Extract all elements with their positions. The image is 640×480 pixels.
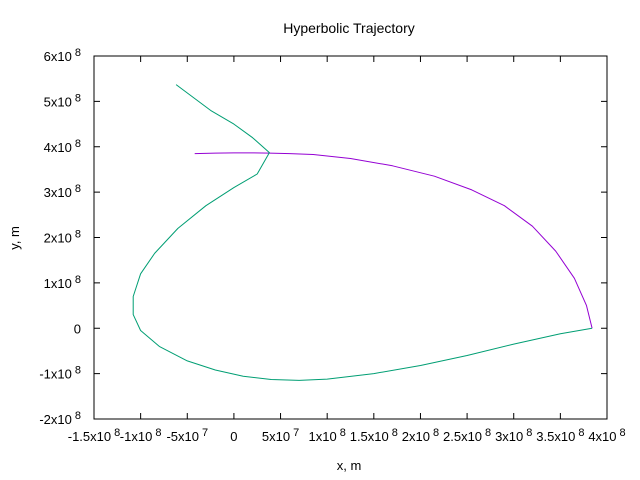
y-tick-label: 4x10 8 (44, 138, 81, 155)
y-tick-label: 5x10 8 (44, 92, 81, 109)
plot-frame (93, 55, 608, 420)
y-tick-label: -1x10 8 (39, 365, 81, 382)
x-tick-label: -1.5x10 8 (68, 427, 121, 444)
x-tick-label: -1x10 8 (120, 427, 162, 444)
series-line-2 (132, 84, 593, 381)
y-axis-label: y, m (7, 226, 22, 250)
x-tick-label: 3.5x10 8 (536, 427, 584, 444)
axis-ticks (93, 55, 608, 420)
x-tick-label: 3x10 8 (495, 427, 532, 444)
x-tick-label: 2x10 8 (402, 427, 439, 444)
x-tick-label: -5x10 7 (166, 427, 208, 444)
y-tick-label: 2x10 8 (44, 229, 81, 246)
y-tick-label: -2x10 8 (39, 410, 81, 427)
series-line-1 (194, 152, 593, 329)
x-tick-label: 1x10 8 (309, 427, 346, 444)
x-tick-labels: -1.5x10 8 -1x10 8 -5x10 7 0 5x10 7 1x10 8 1.5x10 8 2x… (68, 427, 626, 444)
y-tick-label: 3x10 8 (44, 183, 81, 200)
x-axis-label: x, m (337, 458, 362, 473)
y-tick-labels: -2x10 8 -1x10 8 0 1x10 8 2x10 8 3x10 8 4x10 8 5x10 8 6x… (39, 47, 81, 427)
y-tick-label: 0 (74, 321, 81, 336)
x-tick-label: 0 (230, 429, 237, 444)
y-tick-label: 1x10 8 (44, 274, 81, 291)
series-layer (132, 84, 593, 381)
y-tick-label: 6x10 8 (44, 47, 81, 64)
x-tick-label: 4x10 8 (588, 427, 625, 444)
x-tick-label: 2.5x10 8 (443, 427, 491, 444)
chart-title: Hyperbolic Trajectory (283, 20, 415, 36)
x-tick-label: 5x10 7 (262, 427, 299, 444)
x-tick-label: 1.5x10 8 (350, 427, 398, 444)
